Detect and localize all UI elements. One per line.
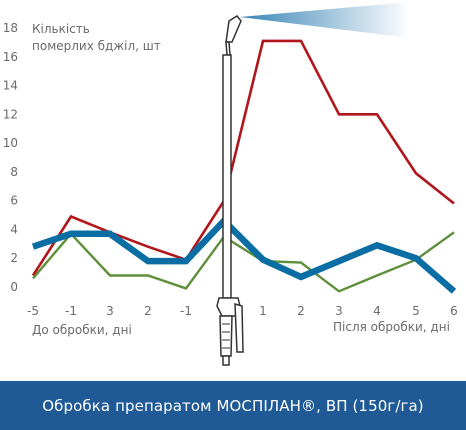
sprayer-neck [225,41,231,56]
y-tick-label: 2 [10,251,18,265]
series-lines [31,39,457,294]
x-tick-label: 5 [412,304,420,318]
x-tick-label: -5 [27,304,39,318]
y-tick-label: 4 [10,222,18,236]
x-axis-label-before: До обробки, дні [32,323,132,337]
series-line-3 [31,216,457,294]
y-axis-ticks: 0 2 4 6 8 10 12 14 16 18 [3,21,18,294]
y-axis-label-line2: померлих бджіл, шт [32,39,161,53]
x-tick-label: 2 [144,304,152,318]
x-tick-label: 6 [450,304,458,318]
x-axis-label-after: Після обробки, дні [333,320,450,334]
y-tick-label: 10 [3,136,18,150]
sprayer-illustration [216,2,410,366]
x-tick-label: 3 [335,304,343,318]
sprayer-wand [222,54,232,299]
y-tick-label: 0 [10,280,18,294]
sprayer-nozzle [225,15,242,43]
sprayer-grip [219,315,233,357]
x-tick-label: 2 [297,304,305,318]
y-tick-label: 14 [3,79,18,93]
series-line-1 [31,39,455,277]
x-axis-ticks: -5 -1 3 2 -1 1 2 3 4 5 6 [27,304,458,318]
y-tick-label: 18 [3,21,18,35]
y-axis-label-line1: Кількість [32,22,90,36]
x-tick-label: 3 [106,304,114,318]
spray-cone [240,2,410,38]
series-line-2 [32,231,455,293]
y-tick-label: 16 [3,50,18,64]
x-tick-label: -1 [180,304,192,318]
y-tick-label: 8 [10,165,18,179]
y-tick-label: 12 [3,107,18,121]
sprayer-hose-connector [222,355,230,366]
x-tick-label: 4 [373,304,381,318]
x-tick-label: -1 [65,304,77,318]
footer-banner: Обробка препаратом МОСПІЛАН®, ВП (150г/г… [0,381,466,430]
footer-caption: Обробка препаратом МОСПІЛАН®, ВП (150г/г… [42,396,424,415]
x-tick-label: 1 [259,304,267,318]
y-tick-label: 6 [10,194,18,208]
sprayer-grip-ribs [222,323,230,349]
sprayer-trigger [234,302,244,353]
